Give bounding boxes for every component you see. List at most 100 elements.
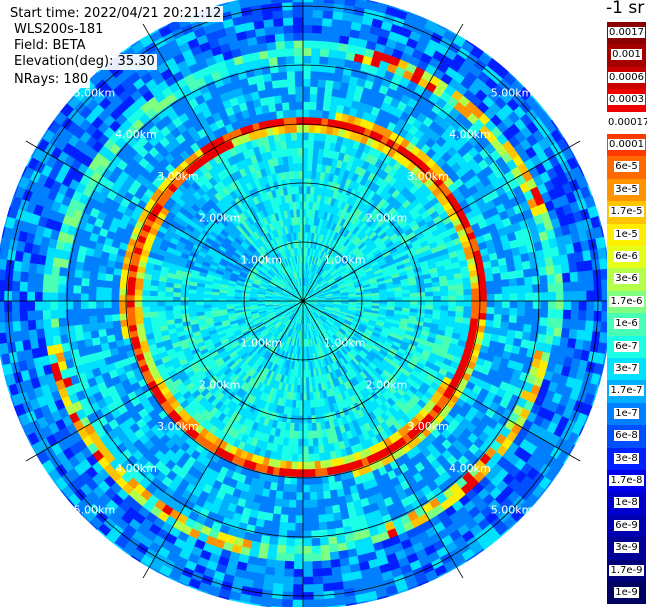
ppi-cell <box>267 543 278 554</box>
ppi-cell <box>486 293 496 302</box>
ppi-cell <box>321 17 334 27</box>
ppi-cell <box>296 476 304 486</box>
ppi-cell <box>302 177 308 187</box>
ppi-cell <box>307 430 313 440</box>
ppi-cell <box>329 558 341 569</box>
ppi-cell <box>302 16 314 26</box>
ppi-cell <box>326 528 337 538</box>
ppi-cell <box>547 282 557 293</box>
ppi-cell <box>325 520 336 531</box>
ppi-cell <box>293 553 304 563</box>
ppi-cell <box>290 468 298 478</box>
ppi-cell <box>462 283 472 291</box>
ppi-cell <box>312 576 324 585</box>
ppi-cell <box>309 109 317 118</box>
ppi-cell <box>311 40 322 49</box>
ppi-cell <box>302 599 315 607</box>
ppi-cell <box>316 491 325 501</box>
ppi-cell <box>308 132 316 141</box>
ppi-cell <box>297 453 304 463</box>
ppi-cell <box>325 71 336 82</box>
ppi-cell <box>462 277 472 285</box>
ppi-cell <box>333 0 347 6</box>
ppi-cell <box>318 529 329 539</box>
ppi-cell <box>330 566 342 576</box>
ppi-cell <box>302 492 311 501</box>
ppi-cell <box>570 291 580 302</box>
ppi-cell <box>312 24 323 34</box>
ppi-cell <box>486 287 495 295</box>
ppi-cell <box>302 154 309 164</box>
ppi-cell <box>302 377 307 386</box>
ppi-cell <box>554 273 564 284</box>
ppi-cell <box>327 56 338 66</box>
ppi-cell <box>302 392 307 402</box>
ppi-cell <box>272 582 284 593</box>
ppi-cell <box>470 282 480 290</box>
ppi-cell <box>307 147 315 156</box>
ppi-cell <box>313 453 321 463</box>
ppi-cell <box>562 272 572 284</box>
ppi-cell <box>485 313 495 322</box>
ppi-cell <box>469 276 479 284</box>
ppi-cell <box>306 415 312 424</box>
ppi-cell <box>493 279 503 288</box>
ppi-cell <box>310 522 320 532</box>
ppi-cell <box>440 290 449 297</box>
ppi-cell <box>531 275 541 286</box>
ppi-cell <box>289 484 297 493</box>
ppi-cell <box>539 283 549 294</box>
ppi-cell <box>302 78 312 87</box>
ppi-cell <box>272 575 285 585</box>
ppi-cell <box>448 289 457 297</box>
ppi-cell <box>314 124 322 134</box>
ppi-cell <box>402 293 411 298</box>
ppi-cell <box>302 24 313 34</box>
ppi-cell <box>538 325 548 336</box>
ppi-cell <box>319 537 330 547</box>
ppi-cell <box>311 553 322 562</box>
ppi-cell <box>302 108 311 118</box>
ppi-cell <box>302 70 312 80</box>
ppi-cell <box>323 0 336 4</box>
ppi-cell <box>531 316 541 327</box>
ppi-cell <box>302 369 307 378</box>
ppi-cell <box>318 521 328 531</box>
ppi-cell <box>554 318 564 329</box>
ppi-cell <box>312 583 324 593</box>
ppi-cell <box>310 78 319 88</box>
ppi-cell <box>277 529 288 539</box>
ppi-cell <box>281 599 293 607</box>
ppi-cell <box>294 515 304 524</box>
ppi-cell <box>310 55 321 65</box>
ppi-cell <box>584 270 595 282</box>
ppi-cell <box>302 124 310 133</box>
ppi-cell <box>287 507 297 516</box>
ppi-cell <box>417 296 427 302</box>
ppi-cell <box>309 499 318 509</box>
ppi-cell <box>276 537 287 547</box>
ppi-cell <box>286 530 296 539</box>
ppi-cell <box>302 39 313 49</box>
ppi-cell <box>577 270 587 283</box>
ppi-cell <box>455 283 465 291</box>
ppi-cell <box>432 295 442 302</box>
ppi-cell <box>321 575 334 585</box>
ppi-cell <box>321 25 333 35</box>
ppi-cell <box>402 296 411 302</box>
ppi-cell <box>305 377 310 386</box>
ppi-cell <box>568 328 578 340</box>
ppi-cell <box>302 476 310 486</box>
ppi-cell <box>530 324 540 335</box>
ppi-cell <box>471 294 480 302</box>
ppi-cell <box>284 468 292 478</box>
ppi-cell <box>302 162 309 172</box>
ppi-cell <box>532 300 542 310</box>
ppi-cell <box>294 538 304 547</box>
ppi-cell <box>322 490 332 500</box>
ppi-cell <box>329 551 340 561</box>
ppi-cell <box>284 545 295 555</box>
ppi-cell <box>290 461 298 470</box>
ppi-cell <box>328 543 339 554</box>
ppi-cell <box>555 309 564 320</box>
